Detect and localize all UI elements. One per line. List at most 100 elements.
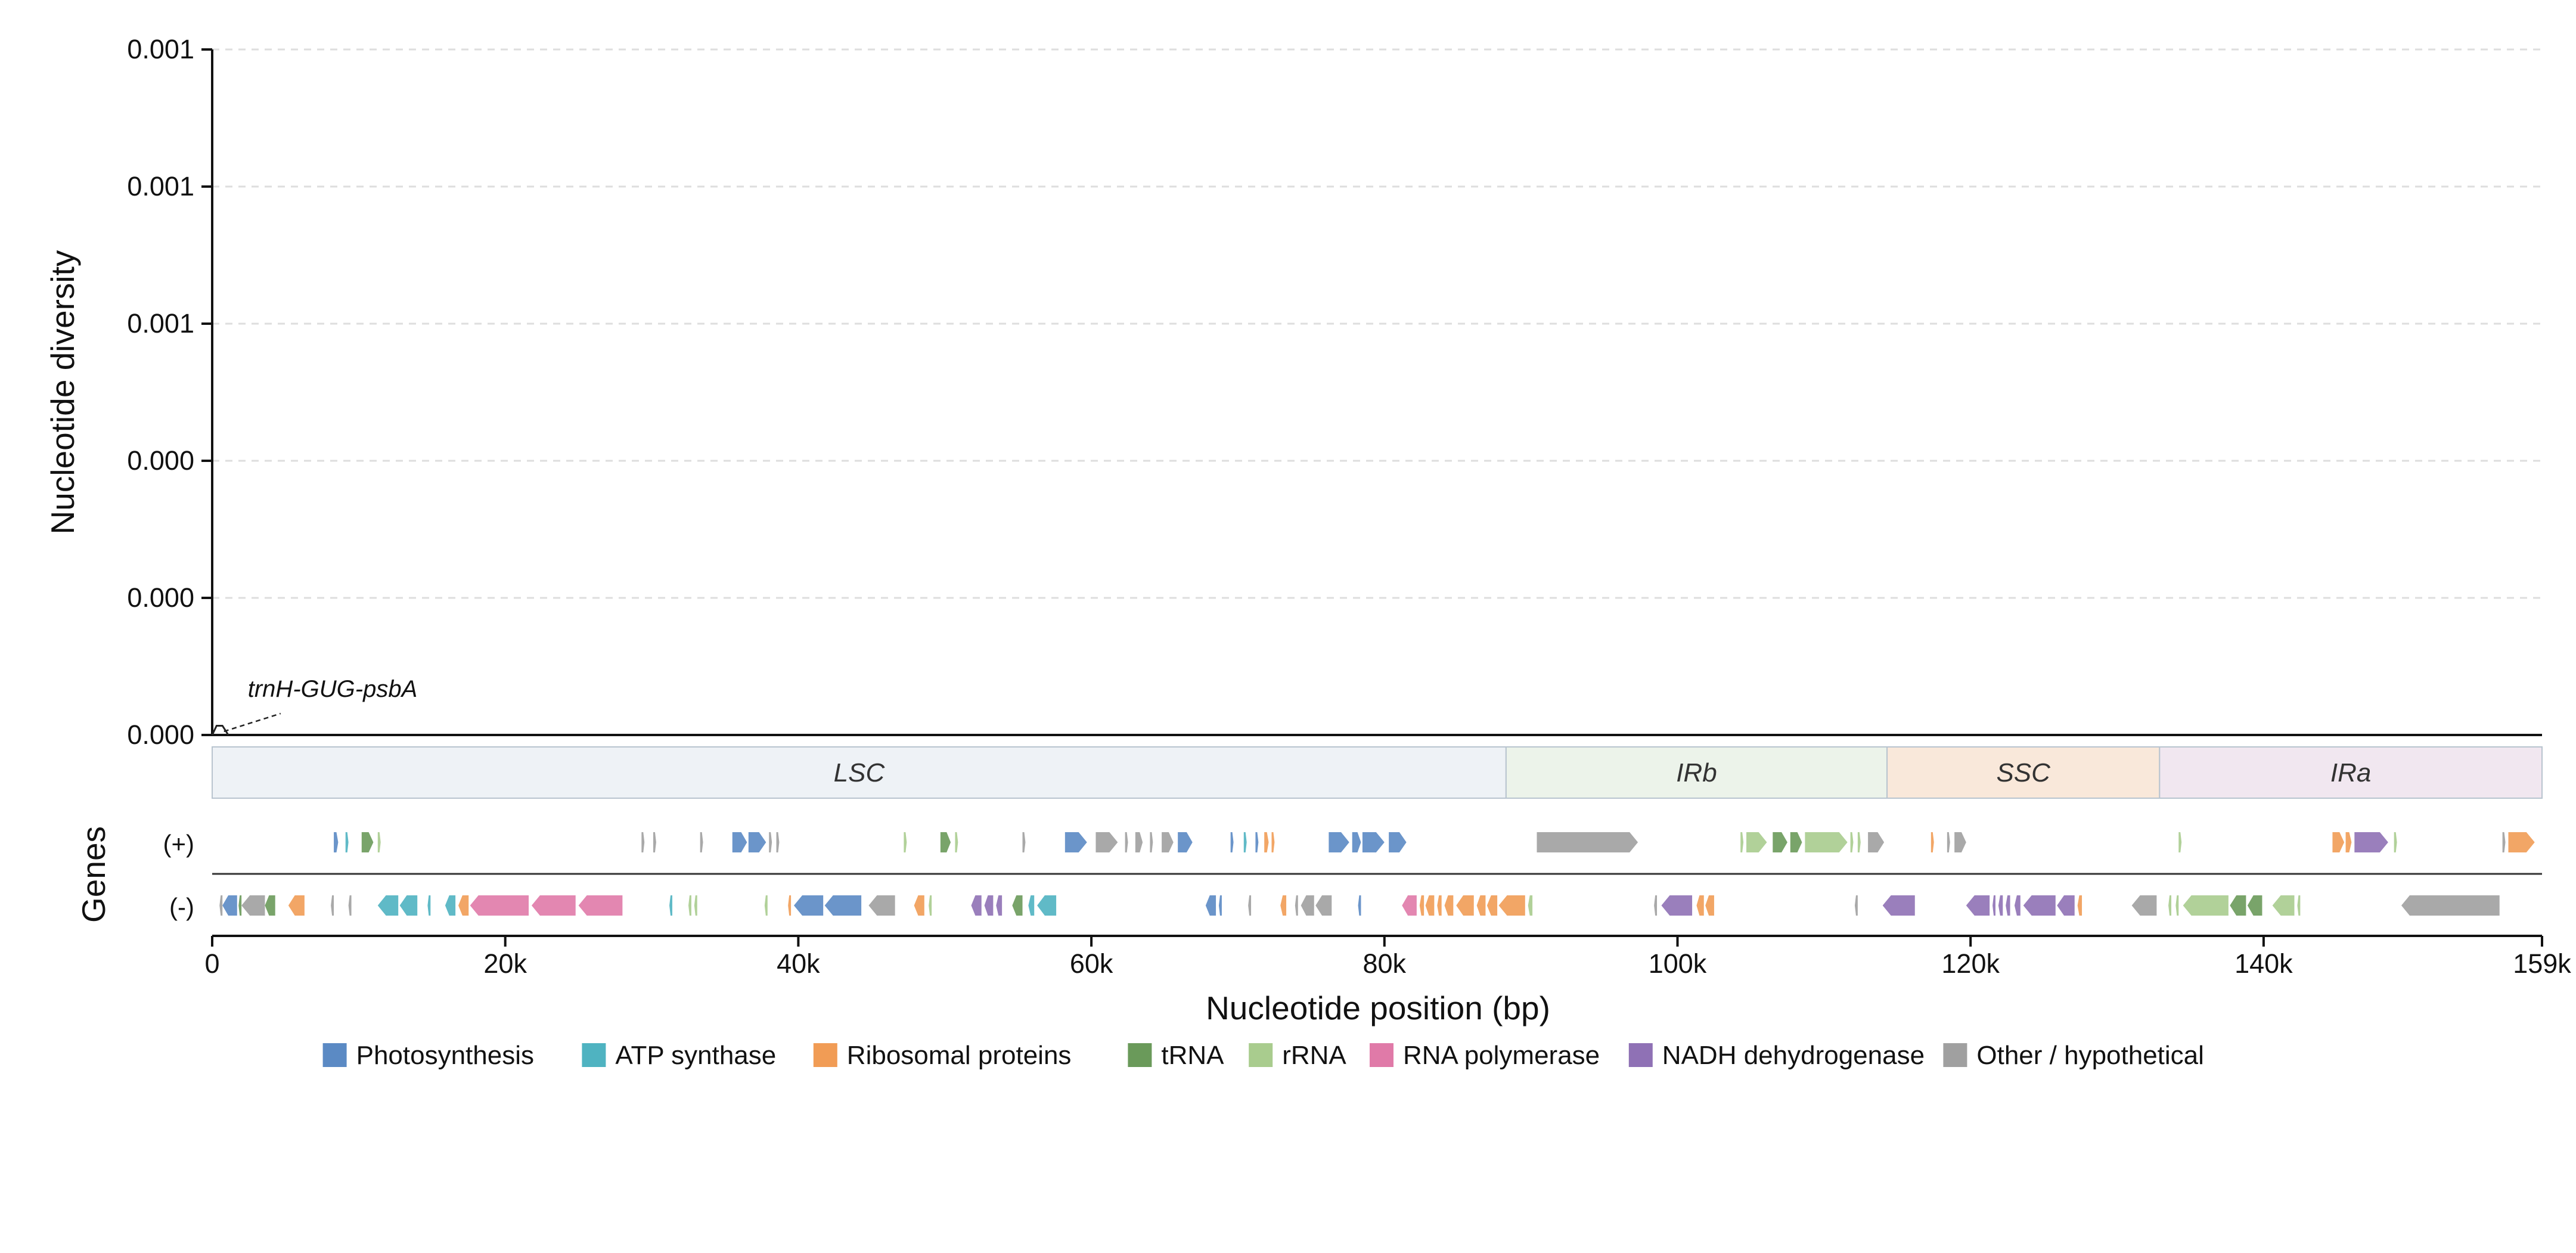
gene-plus — [955, 832, 958, 852]
gene-plus — [904, 832, 907, 852]
gene-plus — [1389, 832, 1407, 852]
diversity-series: trnH-GUG-psbA — [211, 676, 417, 736]
x-tick-label: 80k — [1363, 948, 1407, 979]
gene-minus — [1444, 895, 1454, 916]
grid-lines — [212, 48, 2542, 599]
labels: Nucleotide diversity Nucleotide position… — [44, 250, 1550, 1026]
gene-minus — [238, 895, 242, 916]
gene-plus — [2394, 832, 2397, 852]
gene-minus — [1528, 895, 1533, 916]
gene-plus — [1162, 832, 1174, 852]
gene-minus — [1315, 895, 1332, 916]
gene-minus — [399, 895, 418, 916]
x-tick-label: 140k — [2234, 948, 2293, 979]
gene-plus — [2354, 832, 2388, 852]
gene-minus — [1028, 895, 1035, 916]
x-tick-label: 20k — [483, 948, 527, 979]
gene-plus — [1125, 832, 1128, 852]
gene-plus — [641, 832, 645, 852]
gene-minus — [470, 895, 529, 916]
legend-swatch — [1370, 1043, 1393, 1067]
legend-item: tRNA — [1161, 1041, 1224, 1070]
y-tick-label: 0.000 — [127, 445, 194, 476]
legend-item: Other / hypothetical — [1976, 1041, 2204, 1070]
gene-minus — [2023, 895, 2056, 916]
minus-strand-label: (-) — [169, 893, 194, 921]
legend-swatch — [813, 1043, 837, 1067]
gene-minus — [1654, 895, 1658, 916]
legend-swatch — [1943, 1043, 1967, 1067]
gene-minus — [2401, 895, 2500, 916]
gene-minus — [971, 895, 982, 916]
gene-minus — [445, 895, 456, 916]
gene-track-title: Genes — [75, 826, 112, 923]
gene-plus — [1095, 832, 1118, 852]
gene-minus — [2230, 895, 2246, 916]
gene-plus — [377, 832, 381, 852]
gene-minus — [996, 895, 1003, 916]
gene-minus — [1425, 895, 1435, 916]
y-tick-label: 0.001 — [127, 308, 194, 339]
gene-minus — [1437, 895, 1442, 916]
gene-plus — [653, 832, 656, 852]
gene-plus — [334, 832, 339, 852]
gene-minus — [694, 895, 697, 916]
gene-plus — [1947, 832, 1950, 852]
gene-minus — [1218, 895, 1222, 916]
gene-minus — [1486, 895, 1498, 916]
gene-minus — [1037, 895, 1057, 916]
legend-item: rRNA — [1282, 1041, 1346, 1070]
legend-swatch — [582, 1043, 606, 1067]
gene-plus — [361, 832, 374, 852]
x-tick-label: 0 — [204, 948, 219, 979]
gene-minus — [2057, 895, 2075, 916]
gene-minus — [824, 895, 862, 916]
gene-minus — [1705, 895, 1714, 916]
gene-plus — [1790, 832, 1802, 852]
axes: 0.000 0.000 0.000 0.001 0.001 0.001 0 20k 40k 60k… — [127, 34, 2571, 979]
gene-minus — [1882, 895, 1915, 916]
gene-plus — [2508, 832, 2535, 852]
gene-plus — [700, 832, 703, 852]
gene-plus — [1255, 832, 1259, 852]
y-tick-label: 0.000 — [127, 582, 194, 613]
gene-plus — [1178, 832, 1193, 852]
gene-minus — [1358, 895, 1361, 916]
gene-minus — [1498, 895, 1525, 916]
gene-plus — [1271, 832, 1275, 852]
region-label: IRa — [2330, 758, 2371, 787]
gene-minus — [331, 895, 334, 916]
gene-plus — [1850, 832, 1854, 852]
gene-plus — [1329, 832, 1349, 852]
gene-plus — [732, 832, 747, 852]
region-label: IRb — [1676, 758, 1717, 787]
gene-plus — [776, 832, 780, 852]
gene-minus — [241, 895, 265, 916]
gene-minus — [2014, 895, 2021, 916]
gene-minus — [1205, 895, 1216, 916]
gene-minus — [984, 895, 994, 916]
gene-minus — [1998, 895, 2003, 916]
x-axis-title: Nucleotide position (bp) — [1206, 990, 1550, 1026]
gene-plus — [769, 832, 772, 852]
gene-minus — [1301, 895, 1314, 916]
legend-item: Ribosomal proteins — [847, 1041, 1072, 1070]
gene-minus — [531, 895, 576, 916]
gene-plus — [1931, 832, 1934, 852]
region-label: SSC — [1996, 758, 2051, 787]
region-band: LSC IRb SSC IRa — [212, 746, 2543, 799]
gene-minus — [788, 895, 792, 916]
gene-plus — [1537, 832, 1638, 852]
gene-minus — [1456, 895, 1474, 916]
gene-minus — [2006, 895, 2010, 916]
gene-minus — [1248, 895, 1252, 916]
region-ira — [2159, 746, 2543, 799]
region-irb — [1505, 746, 1888, 799]
gene-minus — [1476, 895, 1486, 916]
legend-item: ATP synthase — [615, 1041, 776, 1070]
gene-minus — [914, 895, 924, 916]
gene-minus — [2168, 895, 2172, 916]
gene-plus — [2502, 832, 2506, 852]
x-tick-label: 120k — [1941, 948, 2000, 979]
